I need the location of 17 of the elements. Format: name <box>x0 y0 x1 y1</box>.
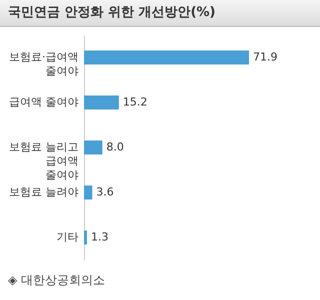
y-tick-label: 급여액 줄여야 <box>9 96 78 108</box>
data-label: 8.0 <box>106 140 124 154</box>
data-label: 3.6 <box>96 186 114 198</box>
bar <box>84 230 87 244</box>
bar <box>84 140 102 154</box>
data-label: 15.2 <box>122 96 148 108</box>
text: ◈ 대한상공회의소 <box>8 272 106 289</box>
data-label: 1.3 <box>90 230 108 244</box>
data-label: 71.9 <box>253 50 278 64</box>
y-tick-label: 보험료·급여액 줄여야 <box>9 50 78 78</box>
bar <box>84 186 92 200</box>
chart-title: 국민연금 안정화 위한 개선방안(%) <box>0 0 320 27</box>
y-tick-label: 기타 <box>56 230 78 244</box>
bar <box>84 50 249 64</box>
bar <box>84 96 119 110</box>
y-tick-label: 보험료 늘리고 급여액 줄여야 <box>9 140 78 182</box>
y-tick-label: 보험료 늘려야 <box>9 186 78 198</box>
